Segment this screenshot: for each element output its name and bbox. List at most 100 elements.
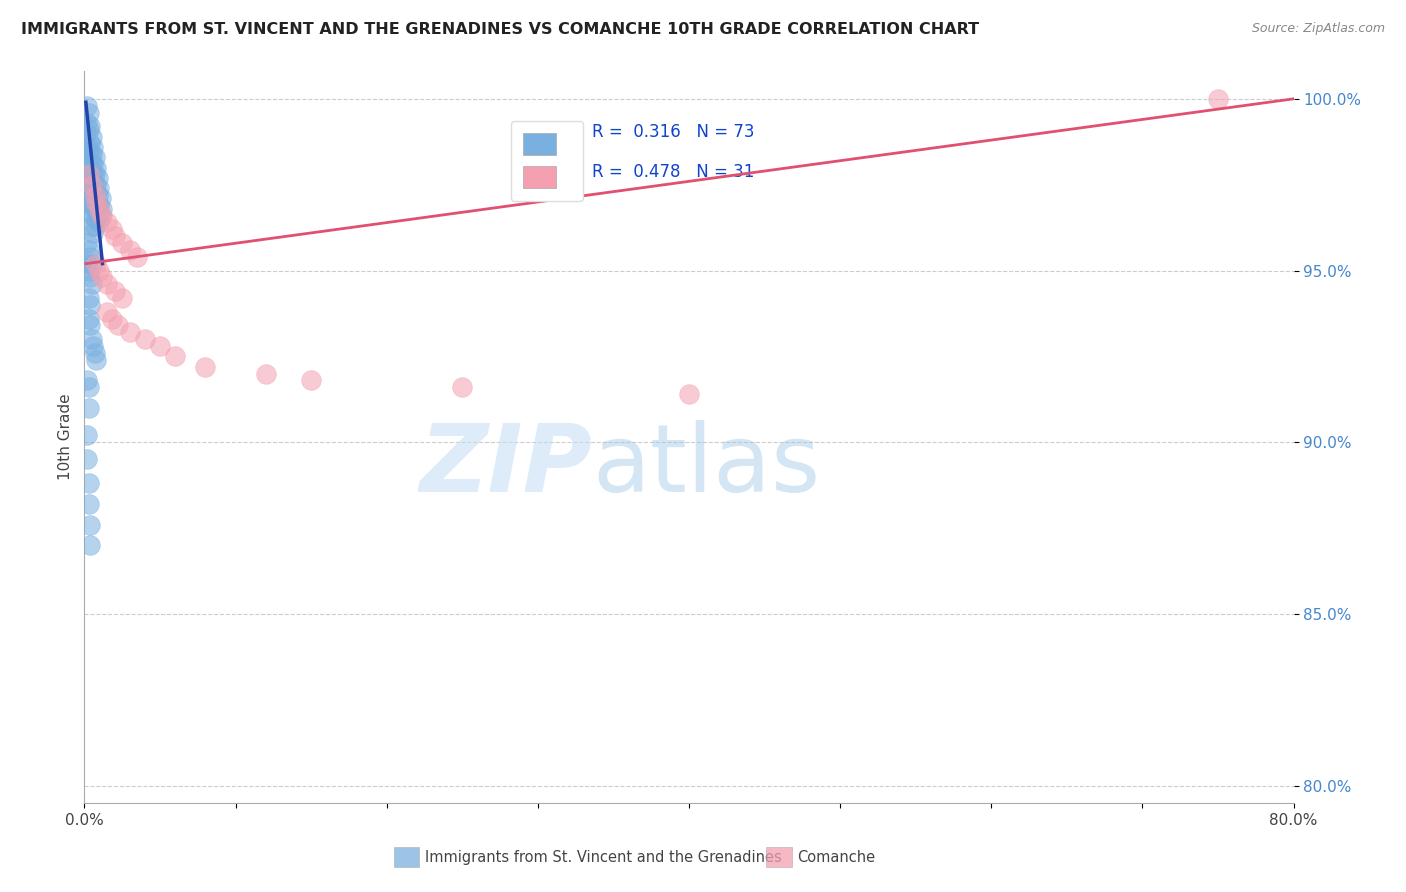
Point: [87, 205, 110, 219]
Point: [77, 167, 100, 181]
Point: [90, 209, 112, 223]
Point: [76, 235, 98, 250]
Point: [89, 198, 111, 212]
Point: [76, 161, 98, 175]
Point: [84, 150, 107, 164]
Point: [80, 332, 103, 346]
Point: [194, 359, 217, 374]
Point: [127, 250, 149, 264]
Point: [77, 161, 100, 175]
Point: [299, 373, 322, 387]
Point: [91, 209, 114, 223]
Point: [86, 257, 108, 271]
Point: [165, 350, 187, 364]
Point: [76, 140, 98, 154]
Point: [75, 126, 97, 140]
Point: [87, 170, 110, 185]
Point: [134, 332, 156, 346]
Point: [84, 167, 107, 181]
Point: [75, 144, 97, 158]
Point: [80, 164, 103, 178]
Point: [77, 122, 100, 136]
Point: [451, 380, 474, 394]
Point: [89, 181, 111, 195]
Point: [118, 243, 141, 257]
Point: [77, 476, 100, 491]
Point: [80, 146, 103, 161]
Point: [76, 98, 98, 112]
Point: [87, 188, 110, 202]
Point: [90, 191, 112, 205]
Point: [79, 170, 101, 185]
Point: [111, 235, 134, 250]
Point: [86, 212, 108, 227]
Point: [76, 452, 98, 467]
Point: [80, 181, 103, 195]
Point: [104, 229, 127, 244]
Point: [77, 105, 100, 120]
Text: ZIP: ZIP: [419, 420, 592, 512]
Text: Comanche: Comanche: [797, 850, 876, 864]
Point: [76, 373, 98, 387]
Point: [79, 538, 101, 552]
Point: [82, 339, 104, 353]
Point: [79, 270, 101, 285]
Point: [77, 243, 100, 257]
Point: [100, 222, 122, 236]
Point: [77, 380, 100, 394]
Text: Source: ZipAtlas.com: Source: ZipAtlas.com: [1251, 22, 1385, 36]
Point: [76, 257, 98, 271]
Point: [84, 202, 107, 216]
Text: R =  0.478   N = 31: R = 0.478 N = 31: [592, 162, 755, 180]
Text: atlas: atlas: [592, 420, 821, 512]
Point: [84, 346, 107, 360]
Point: [77, 311, 100, 326]
Text: IMMIGRANTS FROM ST. VINCENT AND THE GRENADINES VS COMANCHE 10TH GRADE CORRELATIO: IMMIGRANTS FROM ST. VINCENT AND THE GREN…: [21, 22, 979, 37]
Point: [79, 120, 101, 134]
Point: [96, 304, 118, 318]
Point: [89, 263, 111, 277]
Point: [86, 352, 108, 367]
Point: [77, 144, 100, 158]
Point: [77, 194, 100, 209]
Point: [89, 202, 111, 216]
Point: [76, 116, 98, 130]
Point: [149, 339, 172, 353]
Point: [76, 428, 98, 442]
Point: [79, 517, 101, 532]
Point: [77, 291, 100, 305]
Point: [80, 178, 103, 192]
Point: [80, 219, 103, 233]
Point: [77, 497, 100, 511]
Point: [84, 219, 107, 233]
Point: [82, 157, 104, 171]
Point: [96, 277, 118, 292]
Point: [80, 277, 103, 292]
Point: [79, 136, 101, 151]
Point: [107, 318, 129, 333]
Point: [77, 178, 100, 192]
Point: [79, 205, 101, 219]
Point: [79, 298, 101, 312]
Point: [86, 194, 108, 209]
Point: [77, 263, 100, 277]
Point: [79, 188, 101, 202]
Point: [82, 191, 104, 205]
Text: Immigrants from St. Vincent and the Grenadines: Immigrants from St. Vincent and the Gren…: [425, 850, 782, 864]
Point: [79, 153, 101, 168]
Text: R =  0.316   N = 73: R = 0.316 N = 73: [592, 123, 755, 141]
Point: [254, 367, 277, 381]
Point: [79, 250, 101, 264]
Point: [86, 194, 108, 209]
Point: [678, 387, 700, 401]
Point: [80, 257, 103, 271]
Point: [96, 215, 118, 229]
Point: [82, 226, 104, 240]
Point: [84, 185, 107, 199]
Point: [91, 202, 114, 216]
Point: [82, 140, 104, 154]
Point: [84, 188, 107, 202]
Point: [77, 401, 100, 415]
Legend: , : ,: [510, 120, 582, 201]
Point: [86, 178, 108, 192]
